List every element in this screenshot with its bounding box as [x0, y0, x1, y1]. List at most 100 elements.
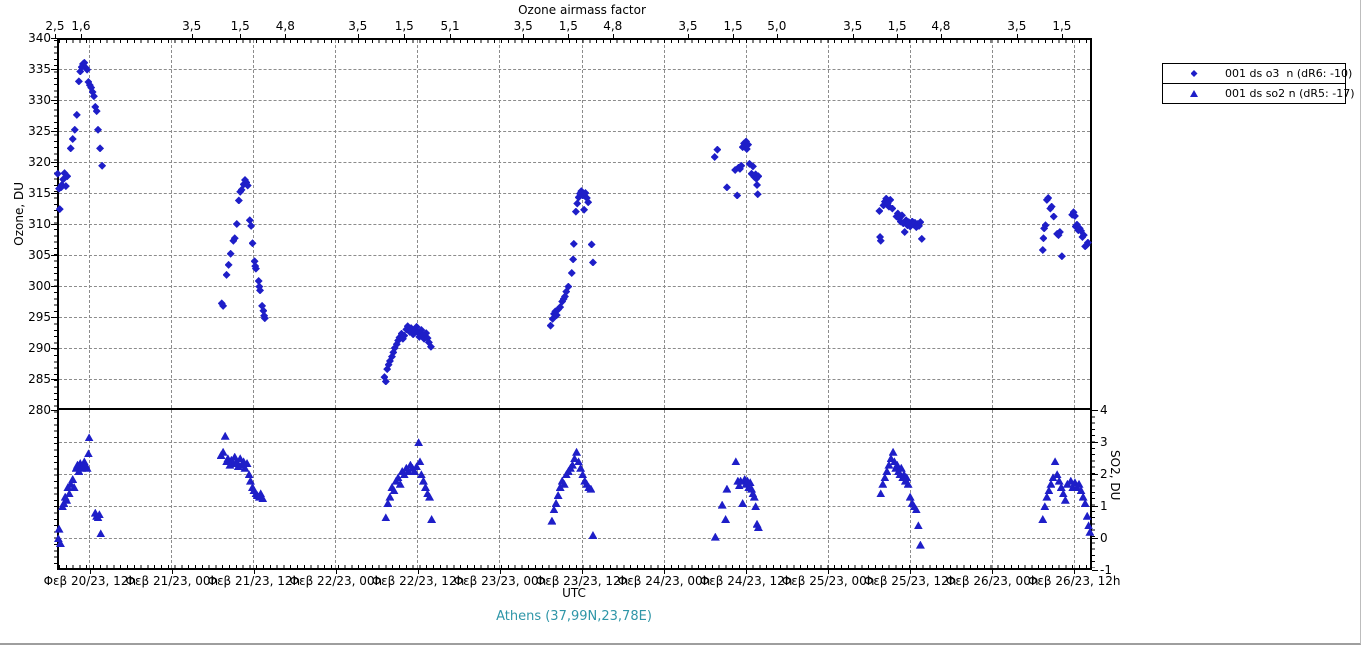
time-gridline — [1073, 40, 1075, 568]
ozone-tick-mark — [51, 410, 57, 411]
ozone-data-point — [395, 333, 404, 342]
ozone-data-point — [250, 257, 259, 266]
so2-data-point — [393, 473, 403, 482]
so2-data-point — [889, 457, 899, 466]
ozone-gridline — [59, 378, 1090, 380]
legend-label-so2: 001 ds so2 n (dR5: -17) — [1225, 87, 1355, 100]
so2-data-point — [555, 483, 565, 491]
ozone-data-point — [242, 178, 251, 187]
so2-data-point — [79, 457, 89, 466]
ozone-tick-mark — [51, 379, 57, 380]
legend-item-so2: 001 ds so2 n (dR5: -17) — [1163, 83, 1355, 103]
top-axis-title: Ozone airmass factor — [518, 3, 646, 17]
airmass-tick-mark — [404, 34, 406, 39]
so2-data-point — [401, 463, 411, 472]
ozone-data-point — [1070, 211, 1079, 220]
ozone-data-point — [740, 141, 749, 150]
so2-data-point — [1060, 495, 1070, 504]
panel-separator-line — [57, 408, 1092, 410]
time-tick-mark — [253, 568, 255, 574]
so2-data-point — [582, 479, 592, 488]
time-tick-label: Φεβ 25/23, 00h — [781, 574, 875, 588]
so2-data-point — [84, 433, 94, 442]
ozone-data-point — [884, 202, 893, 211]
ozone-data-point — [1069, 208, 1078, 217]
so2-data-point — [584, 483, 594, 491]
so2-data-point — [547, 516, 557, 525]
ozone-data-point — [567, 268, 576, 277]
ozone-data-point — [260, 314, 269, 323]
left-axis-title: Ozone, DU — [12, 182, 26, 246]
so2-data-point — [54, 524, 64, 533]
so2-data-point — [748, 489, 758, 498]
time-tick-mark — [499, 568, 501, 574]
so2-data-point — [576, 463, 586, 472]
so2-tick-label: 3 — [1100, 435, 1108, 449]
ozone-data-point — [418, 330, 427, 339]
ozone-data-point — [398, 334, 407, 343]
airmass-tick-label: 2,5 — [45, 19, 65, 33]
time-gridline — [171, 40, 173, 568]
ozone-data-point — [753, 180, 762, 189]
right-axis-minor-ticks — [1092, 410, 1095, 568]
ozone-data-point — [562, 287, 571, 296]
so2-data-point — [1082, 511, 1092, 520]
so2-data-point — [81, 460, 91, 469]
ozone-data-point — [387, 352, 396, 361]
airmass-tick-label: 3,5 — [843, 19, 863, 33]
airmass-tick-mark — [240, 34, 242, 39]
so2-data-point — [710, 532, 720, 541]
airmass-tick-label: 5,0 — [767, 19, 787, 33]
so2-data-point — [416, 470, 426, 479]
time-tick-label: Φεβ 25/23, 12h — [863, 574, 957, 588]
so2-data-point — [745, 478, 755, 487]
top-axis-minor-ticks — [59, 40, 1090, 43]
time-gridline — [417, 40, 419, 568]
time-tick-label: Φεβ 26/23, 12h — [1027, 574, 1121, 588]
so2-data-point — [66, 479, 76, 488]
so2-data-point — [578, 470, 588, 479]
ozone-data-point — [57, 180, 66, 189]
ozone-tick-label: 315 — [28, 186, 51, 200]
so2-data-point — [230, 452, 240, 461]
so2-data-point — [60, 492, 70, 501]
ozone-tick-mark — [51, 286, 57, 287]
so2-data-point — [252, 491, 262, 499]
ozone-data-point — [74, 77, 83, 86]
ozone-gridline — [59, 285, 1090, 287]
airmass-tick-label: 3,5 — [348, 19, 368, 33]
ozone-data-point — [733, 191, 742, 200]
airmass-tick-label: 5,1 — [440, 19, 460, 33]
so2-data-point — [751, 502, 761, 511]
ozone-data-point — [413, 328, 422, 337]
ozone-data-point — [752, 174, 761, 183]
ozone-tick-label: 295 — [28, 310, 51, 324]
so2-data-point — [389, 486, 399, 495]
ozone-data-point — [551, 307, 560, 316]
so2-data-point — [1076, 486, 1086, 495]
ozone-tick-mark — [51, 131, 57, 132]
so2-data-point — [876, 489, 886, 498]
ozone-data-point — [548, 314, 557, 323]
ozone-data-point — [400, 331, 409, 340]
ozone-data-point — [552, 311, 561, 320]
time-tick-label: Φεβ 22/23, 00h — [289, 574, 383, 588]
ozone-data-point — [251, 264, 260, 273]
ozone-data-point — [98, 161, 107, 170]
ozone-data-point — [394, 336, 403, 345]
ozone-data-point — [422, 329, 431, 338]
time-tick-mark — [89, 568, 91, 574]
so2-data-point — [83, 449, 93, 458]
legend: 001 ds o3 n (dR6: -10) 001 ds so2 n (dR5… — [1162, 63, 1355, 104]
so2-data-point — [251, 489, 261, 498]
so2-data-point — [740, 475, 750, 483]
ozone-data-point — [426, 342, 435, 351]
right-axis-title: SO2, DU — [1108, 450, 1122, 501]
ozone-data-point — [904, 218, 913, 227]
ozone-data-point — [581, 189, 590, 197]
so2-data-point — [407, 463, 417, 472]
time-gridline — [663, 40, 665, 568]
ozone-data-point — [255, 282, 264, 291]
ozone-data-point — [899, 219, 908, 228]
ozone-data-point — [1044, 193, 1053, 202]
